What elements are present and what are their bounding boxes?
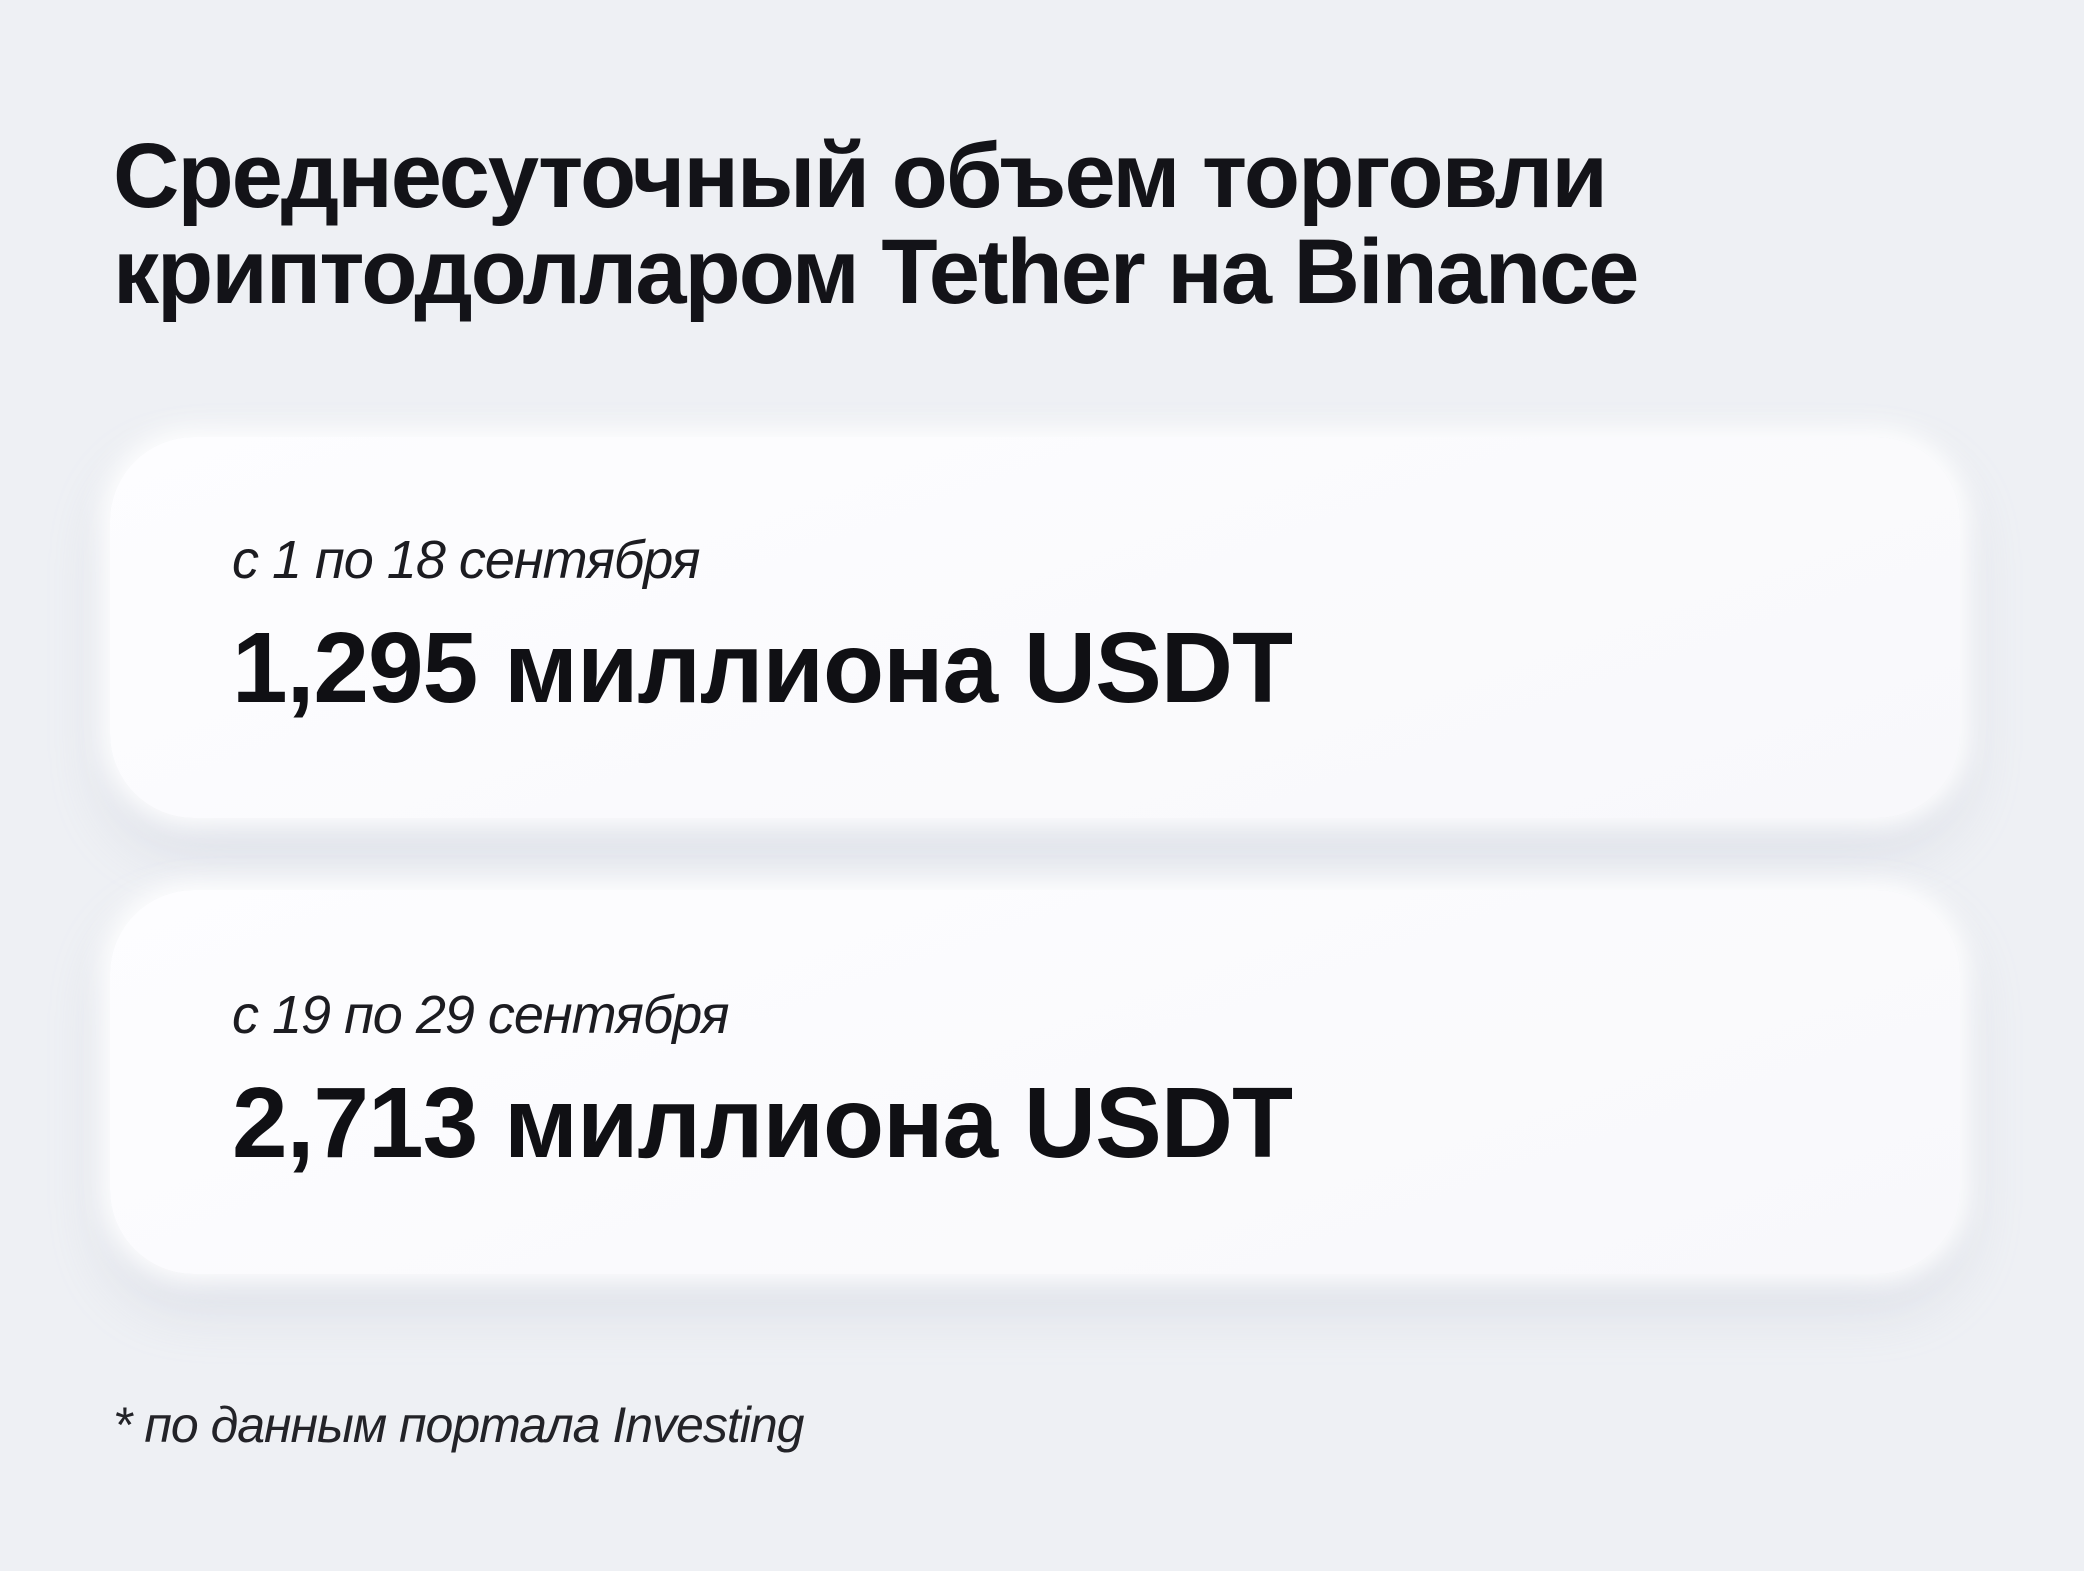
stat-value: 1,295 миллиона USDT [232, 612, 1293, 724]
stat-card-period-2: с 19 по 29 сентября 2,713 миллиона USDT [110, 890, 1960, 1274]
stat-cards: с 1 по 18 сентября 1,295 миллиона USDT с… [110, 437, 1960, 1274]
page-title: Среднесуточный объем торговли криптодолл… [113, 124, 1639, 324]
stat-period-label: с 19 по 29 сентября [232, 984, 730, 1045]
source-footnote: * по данным портала Investing [113, 1397, 804, 1453]
stat-value: 2,713 миллиона USDT [232, 1066, 1293, 1179]
stat-card-period-1: с 1 по 18 сентября 1,295 миллиона USDT [110, 437, 1960, 818]
stat-period-label: с 1 по 18 сентября [232, 530, 700, 590]
